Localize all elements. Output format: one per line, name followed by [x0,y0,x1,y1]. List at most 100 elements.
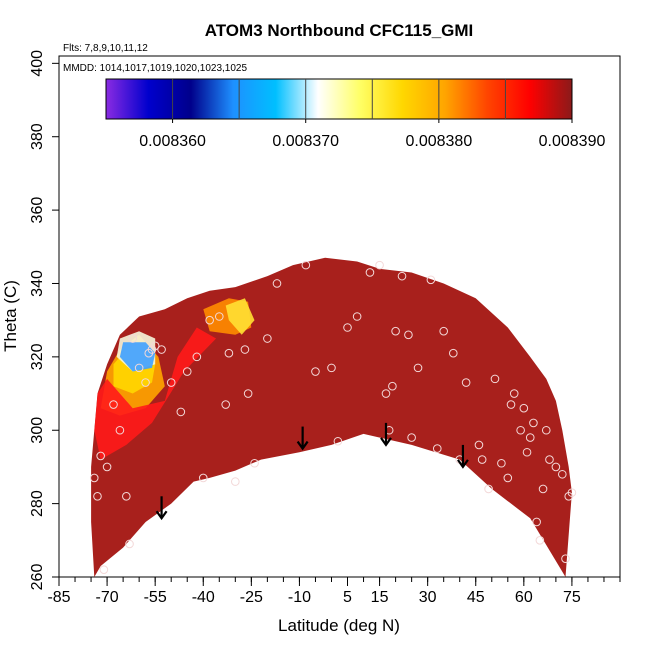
sample-point [365,268,375,277]
sample-point [557,469,567,479]
sample-point [141,378,150,387]
colorbar [105,78,573,120]
sample-point [311,367,320,376]
sample-point [529,418,538,428]
sample-point [497,458,506,468]
sample-point [128,334,138,343]
sample-point [327,363,336,373]
sample-point [102,462,112,472]
sample-point [150,341,160,351]
x-tick-label: 30 [419,589,437,606]
colorbar-tick-label: 0.008360 [139,133,206,150]
y-tick-label: 360 [29,197,46,224]
x-tick-label: 60 [515,589,533,606]
sample-point [490,374,500,384]
sample-point [525,433,535,442]
sample-point [432,444,442,453]
sample-point [109,400,118,409]
tropopause-arrows [155,422,469,521]
sample-point [352,312,362,321]
sample-point [166,378,176,387]
field-layer [91,257,572,577]
sample-point [375,260,384,270]
sample-point [484,484,493,494]
colorbar-tick-label: 0.008390 [539,133,606,150]
x-tick-label: -85 [47,589,70,606]
sample-point [407,433,416,442]
y-tick-label: 260 [29,564,46,591]
field-base [91,257,572,577]
sample-points [89,260,577,574]
sample-point [477,455,487,464]
sample-point [561,554,570,563]
sample-point [240,345,250,354]
y-tick-label: 320 [29,343,46,370]
sample-point [567,488,577,497]
sample-point [93,491,102,501]
sample-point [333,436,343,446]
sample-point [522,447,532,457]
x-tick-label: -10 [288,589,311,606]
sample-point [96,451,105,461]
y-tick-label: 280 [29,490,46,517]
x-axis-label: Latitude (deg N) [278,616,400,635]
sample-point [391,326,400,336]
sample-point [388,381,397,391]
x-tick-label: 45 [467,589,485,606]
x-tick-label: 5 [343,589,352,606]
sample-point [381,389,391,398]
sample-point [99,565,109,574]
x-tick-label: -55 [144,589,167,606]
y-tick-label: 340 [29,270,46,297]
sample-point [224,348,234,358]
sample-point [538,484,548,494]
colorbar-tick-label: 0.008380 [405,133,472,150]
sample-point [535,536,545,545]
sample-point [461,378,471,387]
sample-point [413,363,423,373]
sample-point [157,345,166,354]
y-tick-label: 380 [29,123,46,150]
sample-point [541,425,551,435]
sample-point [89,473,99,483]
dates-note: MMDD: 1014,1017,1019,1020,1023,1025 [63,63,247,74]
colorbar-ticks: 0.008360 0.008370 0.008380 0.008390 [139,79,605,150]
tropopause-arrow [296,426,309,451]
sample-point [214,312,224,321]
y-axis-ticks: 260 280 300 320 340 360 380 400 [29,50,59,590]
y-tick-label: 300 [29,417,46,444]
sample-point [272,279,282,288]
field-region-red-west [94,327,217,460]
chart-title: ATOM3 Northbound CFC115_GMI [205,21,474,40]
x-tick-label: -40 [192,589,215,606]
x-tick-label: 75 [563,589,581,606]
sample-point [516,425,525,435]
sample-point [426,275,436,285]
tropopause-arrow [155,496,168,521]
flights-note: Flts: 7,8,9,10,11,12 [63,43,148,54]
field-region-cyan-patch [119,342,156,372]
sample-point [231,477,240,486]
sample-point [509,389,519,398]
x-tick-label: 15 [371,589,389,606]
colorbar-tick-label: 0.008370 [272,133,339,150]
sample-point [182,367,192,376]
sample-point [343,323,352,332]
x-tick-label: -25 [240,589,263,606]
sample-point [439,326,448,336]
sample-point [192,352,202,362]
sample-point [221,400,230,409]
sample-point [301,260,311,270]
sample-point [198,473,208,483]
sample-point [551,462,561,472]
sample-point [122,491,131,501]
sample-point [545,455,554,464]
tropopause-arrow [457,444,469,469]
sample-point [506,400,516,409]
sample-point [474,440,484,450]
sample-point [115,425,125,435]
sample-point [404,330,413,340]
x-axis-ticks: -85 -70 -55 -40 -25 -10 5 15 30 45 60 75 [47,577,621,606]
sample-point [134,363,144,373]
